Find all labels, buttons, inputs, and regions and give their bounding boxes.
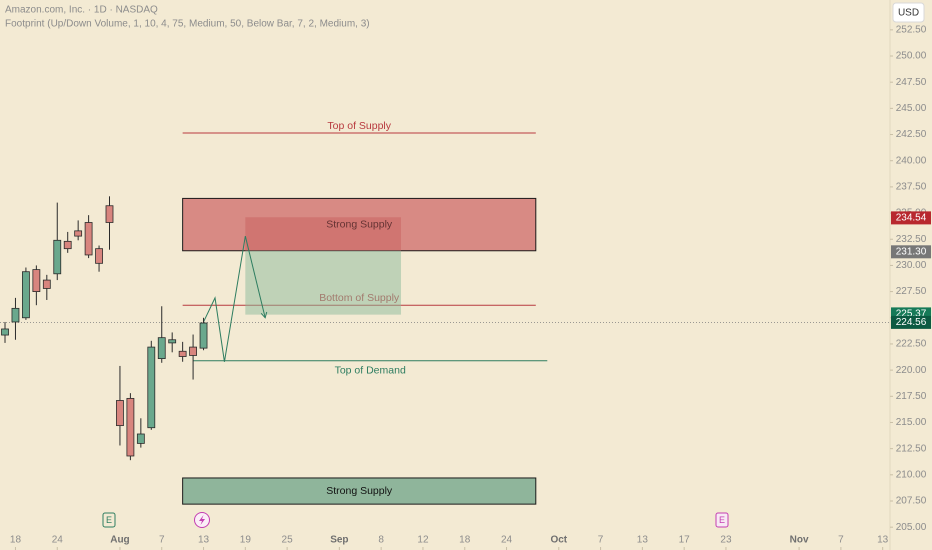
candle-body — [53, 239, 62, 275]
x-tick-label: Aug — [110, 535, 129, 546]
y-tick-label: 227.50 — [896, 286, 927, 297]
y-tick-label: 210.00 — [896, 469, 927, 480]
y-tick-label: 220.00 — [896, 365, 927, 376]
candle-body — [116, 400, 124, 427]
y-tick-label: 205.00 — [896, 522, 927, 533]
candle-body — [74, 230, 83, 237]
dividend-bolt — [199, 515, 205, 525]
y-tick-label: 242.50 — [896, 129, 927, 140]
zone-label: Top of Demand — [335, 364, 406, 376]
currency-button[interactable] — [892, 2, 925, 23]
price-badge-label: 234.54 — [896, 213, 927, 224]
y-tick-label: 230.00 — [896, 260, 927, 271]
price-badge — [891, 315, 931, 329]
x-tick-label: 7 — [838, 535, 844, 546]
candle-body — [126, 397, 135, 457]
x-tick-label: 23 — [720, 535, 732, 546]
zones: Top of SupplyStrong SupplyBottom of Supp… — [0, 120, 890, 505]
candle-body — [157, 337, 166, 360]
x-tick-label: 7 — [159, 535, 165, 546]
y-tick-label: 247.50 — [896, 77, 927, 88]
candle-body — [168, 339, 177, 344]
y-tick-label: 245.00 — [896, 103, 927, 114]
x-tick-label: 8 — [378, 535, 384, 546]
candle-body — [189, 346, 197, 356]
y-tick-label: 212.50 — [896, 443, 927, 454]
earnings-icon[interactable] — [715, 512, 729, 528]
x-tick-label: 13 — [198, 535, 210, 546]
y-tick-label: 222.50 — [896, 339, 927, 350]
projection-reward — [245, 250, 402, 315]
x-tick-label: Nov — [790, 535, 809, 546]
candle-body — [1, 328, 9, 336]
zone-rect — [182, 477, 537, 505]
zone-label: Strong Supply — [326, 218, 393, 230]
candle-body — [11, 307, 20, 323]
x-tick-label: 25 — [282, 535, 294, 546]
candles — [1, 196, 208, 461]
price-badge — [891, 245, 931, 259]
candle-body — [95, 248, 103, 264]
candle-body — [178, 350, 187, 357]
x-tick-label: Sep — [330, 535, 348, 546]
candle-body — [32, 269, 41, 292]
projection-risk — [245, 217, 402, 251]
x-tick-label: 24 — [52, 535, 64, 546]
x-tick-label: 24 — [501, 535, 513, 546]
y-tick-label: 237.50 — [896, 182, 927, 193]
y-tick-label: 252.50 — [896, 24, 927, 35]
path-arrowhead — [260, 311, 268, 319]
y-tick-label: 240.00 — [896, 155, 927, 166]
price-badge-label: 224.56 — [896, 317, 927, 328]
zone-label: Top of Supply — [327, 120, 391, 132]
y-tick-label: 250.00 — [896, 51, 927, 62]
price-badge — [891, 211, 931, 225]
candle-body — [63, 240, 72, 250]
x-tick-label: 17 — [679, 535, 691, 546]
earnings-label[interactable]: E — [106, 515, 112, 525]
candle-body — [199, 322, 208, 349]
candle-body — [42, 279, 51, 289]
price-badge-label: 231.30 — [896, 246, 927, 257]
candle-body — [136, 433, 145, 444]
x-tick-label: 7 — [598, 535, 604, 546]
currency-label[interactable]: USD — [898, 8, 919, 19]
x-tick-label: 13 — [637, 535, 649, 546]
candle-body — [147, 346, 156, 429]
candle-body — [22, 271, 30, 319]
price-badge-label: 225.37 — [896, 309, 927, 320]
y-tick-label: 232.50 — [896, 234, 927, 245]
candle-body — [105, 205, 114, 223]
candle-body — [84, 222, 93, 256]
y-tick-label: 207.50 — [896, 496, 927, 507]
earnings-label[interactable]: E — [719, 515, 725, 525]
x-tick-label: 18 — [10, 535, 22, 546]
x-tick-label: 18 — [459, 535, 471, 546]
y-tick-label: 217.50 — [896, 391, 927, 402]
zone-rect — [182, 197, 537, 252]
earnings-icon[interactable] — [102, 512, 116, 528]
x-tick-label: 12 — [417, 535, 429, 546]
y-tick-label: 215.00 — [896, 417, 927, 428]
x-tick-label: 19 — [240, 535, 252, 546]
chart-subtitle: Footprint (Up/Down Volume, 1, 10, 4, 75,… — [5, 19, 370, 30]
x-tick-label: 13 — [877, 535, 889, 546]
chart-title: Amazon.com, Inc. · 1D · NASDAQ — [5, 5, 158, 16]
axes: 205.00 207.50 210.00 212.50 215.00 217.50 220.… — [10, 24, 931, 550]
zone-label: Strong Supply — [326, 485, 393, 497]
x-tick-label: Oct — [550, 535, 567, 546]
projection-path — [203, 235, 266, 362]
